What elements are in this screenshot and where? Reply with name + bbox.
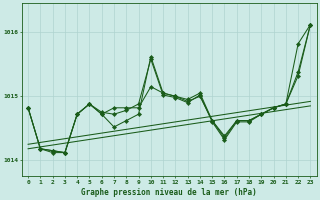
- X-axis label: Graphe pression niveau de la mer (hPa): Graphe pression niveau de la mer (hPa): [81, 188, 257, 197]
